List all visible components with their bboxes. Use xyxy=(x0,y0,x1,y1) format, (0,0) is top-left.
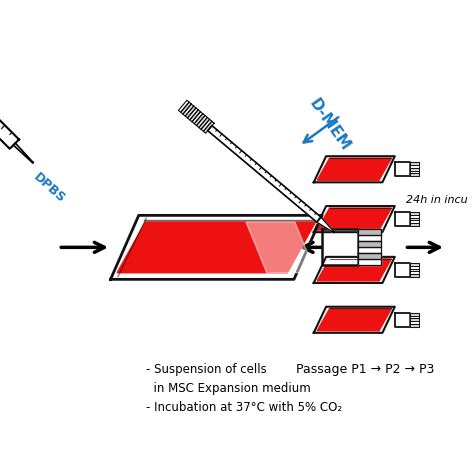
Polygon shape xyxy=(358,259,381,265)
Polygon shape xyxy=(410,266,419,269)
Polygon shape xyxy=(395,263,410,277)
Polygon shape xyxy=(358,229,381,236)
Polygon shape xyxy=(410,269,419,271)
Polygon shape xyxy=(199,118,210,129)
Polygon shape xyxy=(117,222,316,273)
Polygon shape xyxy=(410,274,419,277)
Polygon shape xyxy=(410,215,419,218)
Polygon shape xyxy=(410,313,419,316)
Polygon shape xyxy=(410,165,419,168)
Polygon shape xyxy=(194,114,205,126)
Polygon shape xyxy=(322,229,358,265)
Polygon shape xyxy=(395,313,410,327)
Polygon shape xyxy=(246,222,316,273)
Polygon shape xyxy=(110,215,322,279)
Polygon shape xyxy=(317,217,334,233)
Polygon shape xyxy=(13,143,33,163)
Polygon shape xyxy=(203,121,214,133)
Text: 24h in incu: 24h in incu xyxy=(406,195,468,205)
Polygon shape xyxy=(317,309,392,331)
Polygon shape xyxy=(410,223,419,226)
Text: Passage P1 → P2 → P3: Passage P1 → P2 → P3 xyxy=(296,363,435,376)
Polygon shape xyxy=(358,247,381,253)
Polygon shape xyxy=(188,108,198,120)
Text: DPBS: DPBS xyxy=(30,171,67,206)
Polygon shape xyxy=(410,218,419,220)
Polygon shape xyxy=(314,307,395,333)
Polygon shape xyxy=(410,168,419,171)
Text: - Suspension of cells: - Suspension of cells xyxy=(146,363,266,376)
Polygon shape xyxy=(185,106,196,118)
Text: D-MEM: D-MEM xyxy=(306,96,353,154)
Polygon shape xyxy=(410,316,419,319)
Polygon shape xyxy=(317,259,392,281)
Polygon shape xyxy=(201,119,212,131)
Polygon shape xyxy=(208,126,321,222)
Polygon shape xyxy=(410,263,419,266)
Polygon shape xyxy=(178,100,189,112)
Polygon shape xyxy=(314,156,395,182)
Polygon shape xyxy=(410,171,419,173)
Polygon shape xyxy=(410,271,419,274)
Polygon shape xyxy=(181,102,191,114)
Polygon shape xyxy=(314,257,395,283)
Polygon shape xyxy=(410,163,419,165)
Text: - Incubation at 37°C with 5% CO₂: - Incubation at 37°C with 5% CO₂ xyxy=(146,401,342,414)
Polygon shape xyxy=(358,236,381,241)
Polygon shape xyxy=(410,319,419,321)
Polygon shape xyxy=(358,241,381,247)
Polygon shape xyxy=(192,112,203,124)
Polygon shape xyxy=(314,206,395,232)
Polygon shape xyxy=(0,83,19,149)
Polygon shape xyxy=(395,212,410,226)
Polygon shape xyxy=(317,208,392,230)
Text: in MSC Expansion medium: in MSC Expansion medium xyxy=(146,382,310,395)
Polygon shape xyxy=(410,212,419,215)
Polygon shape xyxy=(395,163,410,176)
Polygon shape xyxy=(197,116,207,128)
Polygon shape xyxy=(183,104,194,116)
Polygon shape xyxy=(317,158,392,180)
Polygon shape xyxy=(358,253,381,259)
Polygon shape xyxy=(410,321,419,324)
Polygon shape xyxy=(410,173,419,176)
Polygon shape xyxy=(410,220,419,223)
Polygon shape xyxy=(410,324,419,327)
Polygon shape xyxy=(190,110,201,122)
